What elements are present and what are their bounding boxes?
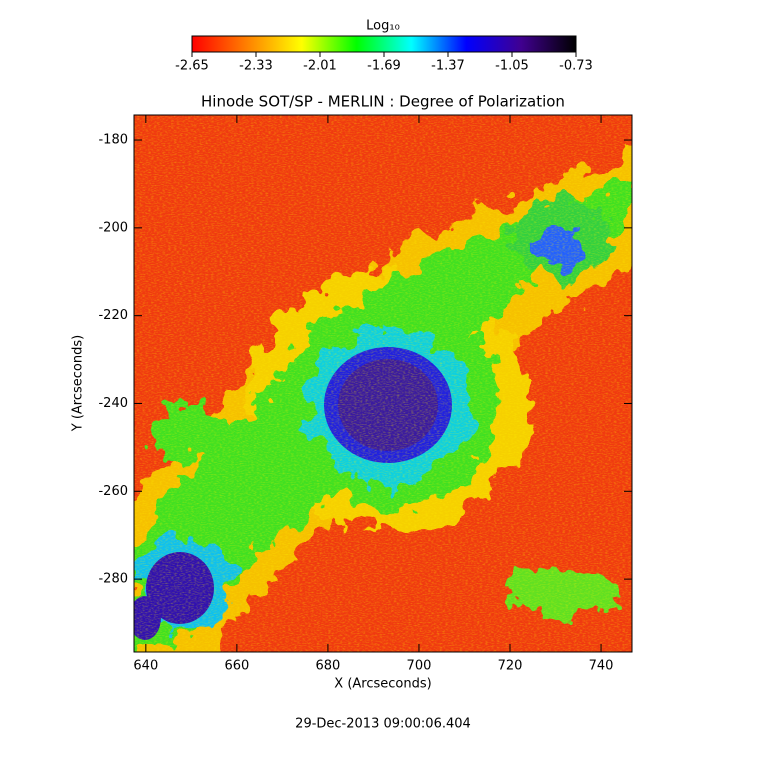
y-tick-label: -220: [98, 308, 128, 323]
colorbar-tick-label: -0.73: [559, 59, 593, 74]
y-tick-label: -240: [98, 396, 128, 411]
colorbar-label: Log₁₀: [366, 19, 400, 34]
colorbar-tick-label: -2.01: [303, 59, 337, 74]
y-tick-label: -280: [98, 572, 128, 587]
plot-frame: [133, 114, 633, 653]
colorbar-tick-label: -2.33: [239, 59, 273, 74]
y-tick-label: -260: [98, 484, 128, 499]
x-tick-label: 680: [316, 659, 341, 674]
x-tick-label: 700: [407, 659, 432, 674]
colorbar-tick-label: -1.69: [367, 59, 401, 74]
heatmap-texture: [134, 115, 632, 652]
x-tick-label: 740: [589, 659, 614, 674]
footer-timestamp: 29-Dec-2013 09:00:06.404: [295, 717, 471, 732]
colorbar-tick-label: -1.05: [495, 59, 529, 74]
x-axis-label: X (Arcseconds): [334, 677, 431, 692]
x-tick-label: 720: [498, 659, 523, 674]
y-axis-label: Y (Arcseconds): [71, 335, 86, 432]
heatmap-image: [134, 115, 632, 652]
colorbar-tick-label: -2.65: [175, 59, 209, 74]
x-tick-label: 660: [224, 659, 249, 674]
chart-title: Hinode SOT/SP - MERLIN : Degree of Polar…: [201, 93, 565, 111]
colorbar-tick-label: -1.37: [431, 59, 465, 74]
colorbar: [191, 35, 577, 53]
y-tick-label: -200: [98, 220, 128, 235]
x-tick-label: 640: [133, 659, 158, 674]
y-tick-label: -180: [98, 133, 128, 148]
